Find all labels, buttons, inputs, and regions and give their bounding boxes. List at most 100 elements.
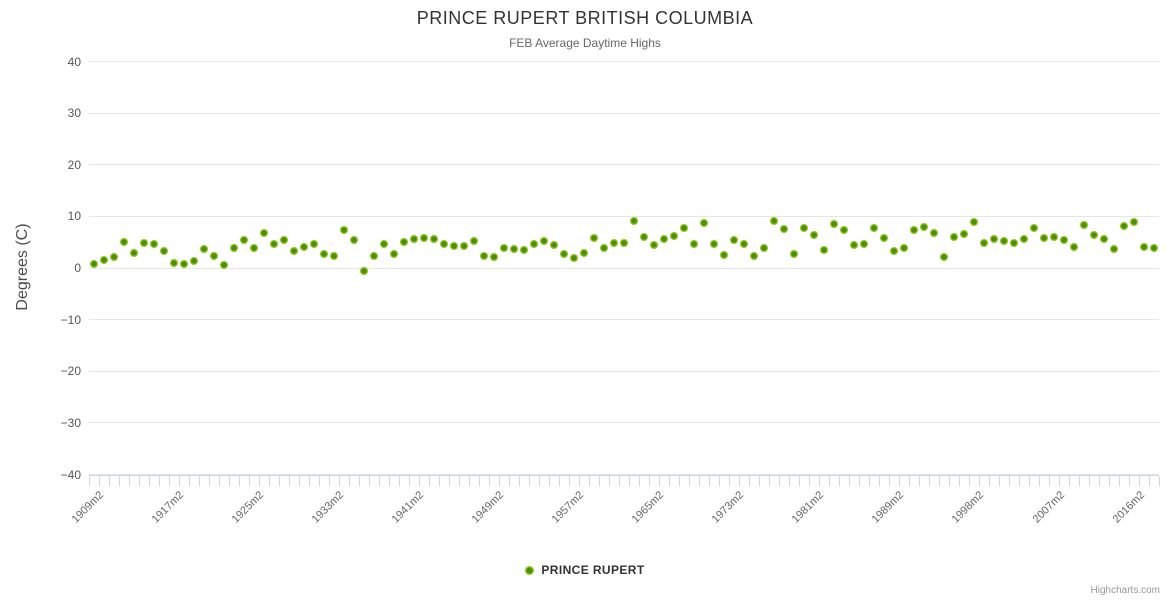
- data-point[interactable]: [830, 219, 839, 228]
- data-point[interactable]: [530, 240, 539, 249]
- data-point[interactable]: [880, 233, 889, 242]
- data-point[interactable]: [300, 242, 309, 251]
- data-point[interactable]: [630, 216, 639, 225]
- data-point[interactable]: [1060, 236, 1069, 245]
- data-point[interactable]: [460, 241, 469, 250]
- data-point[interactable]: [400, 238, 409, 247]
- data-point[interactable]: [940, 252, 949, 261]
- data-point[interactable]: [850, 241, 859, 250]
- data-point[interactable]: [620, 239, 629, 248]
- data-point[interactable]: [570, 253, 579, 262]
- data-point[interactable]: [410, 235, 419, 244]
- data-point[interactable]: [330, 251, 339, 260]
- data-point[interactable]: [690, 239, 699, 248]
- data-point[interactable]: [930, 229, 939, 238]
- data-point[interactable]: [390, 249, 399, 258]
- data-point[interactable]: [710, 240, 719, 249]
- data-point[interactable]: [90, 260, 98, 269]
- data-point[interactable]: [910, 225, 919, 234]
- data-point[interactable]: [700, 218, 709, 227]
- data-point[interactable]: [730, 235, 739, 244]
- data-point[interactable]: [1020, 234, 1029, 243]
- data-point[interactable]: [740, 240, 749, 249]
- data-point[interactable]: [650, 241, 659, 250]
- data-point[interactable]: [370, 251, 379, 260]
- data-point[interactable]: [610, 238, 619, 247]
- data-point[interactable]: [140, 239, 148, 248]
- data-point[interactable]: [600, 243, 609, 252]
- data-point[interactable]: [1090, 230, 1099, 239]
- data-point[interactable]: [340, 225, 349, 234]
- data-point[interactable]: [1000, 237, 1009, 246]
- data-point[interactable]: [1130, 217, 1139, 226]
- data-point[interactable]: [680, 223, 689, 232]
- data-point[interactable]: [430, 234, 439, 243]
- data-point[interactable]: [590, 233, 599, 242]
- data-point[interactable]: [960, 230, 969, 239]
- data-point[interactable]: [970, 217, 979, 226]
- data-point[interactable]: [810, 230, 819, 239]
- data-point[interactable]: [360, 267, 369, 276]
- data-point[interactable]: [870, 224, 879, 233]
- data-point[interactable]: [920, 222, 929, 231]
- data-point[interactable]: [1030, 223, 1039, 232]
- data-point[interactable]: [1040, 233, 1049, 242]
- data-point[interactable]: [770, 217, 779, 226]
- data-point[interactable]: [1080, 221, 1089, 230]
- data-point[interactable]: [250, 244, 259, 253]
- data-point[interactable]: [900, 244, 909, 253]
- data-point[interactable]: [540, 237, 549, 246]
- data-point[interactable]: [510, 245, 519, 254]
- data-point[interactable]: [120, 237, 128, 246]
- data-point[interactable]: [150, 240, 159, 249]
- data-point[interactable]: [280, 235, 289, 244]
- data-point[interactable]: [840, 225, 849, 234]
- data-point[interactable]: [320, 250, 329, 259]
- data-point[interactable]: [110, 253, 118, 262]
- data-point[interactable]: [660, 234, 669, 243]
- data-point[interactable]: [1070, 242, 1079, 251]
- data-point[interactable]: [350, 235, 359, 244]
- data-point[interactable]: [290, 247, 299, 256]
- data-point[interactable]: [240, 235, 249, 244]
- data-point[interactable]: [190, 257, 199, 266]
- data-point[interactable]: [750, 251, 759, 260]
- data-point[interactable]: [270, 240, 279, 249]
- data-point[interactable]: [380, 240, 389, 249]
- data-point[interactable]: [490, 252, 499, 261]
- data-point[interactable]: [520, 245, 529, 254]
- data-point[interactable]: [640, 233, 649, 242]
- data-point[interactable]: [890, 246, 899, 255]
- data-point[interactable]: [1110, 245, 1119, 254]
- data-point[interactable]: [180, 259, 189, 268]
- data-point[interactable]: [260, 228, 269, 237]
- legend-item-prince-rupert[interactable]: PRINCE RUPERT: [525, 563, 644, 577]
- data-point[interactable]: [1140, 243, 1149, 252]
- data-point[interactable]: [800, 223, 809, 232]
- data-point[interactable]: [200, 244, 209, 253]
- data-point[interactable]: [1120, 221, 1129, 230]
- highcharts-credit-link[interactable]: Highcharts.com: [1090, 585, 1160, 596]
- data-point[interactable]: [130, 248, 138, 257]
- data-point[interactable]: [450, 241, 459, 250]
- data-point[interactable]: [100, 256, 108, 265]
- data-point[interactable]: [1050, 232, 1059, 241]
- data-point[interactable]: [580, 248, 589, 257]
- data-point[interactable]: [480, 251, 489, 260]
- data-point[interactable]: [420, 234, 429, 243]
- data-point[interactable]: [160, 247, 169, 256]
- data-point[interactable]: [950, 232, 959, 241]
- data-point[interactable]: [170, 259, 179, 268]
- data-point[interactable]: [860, 240, 869, 249]
- data-point[interactable]: [230, 243, 239, 252]
- data-point[interactable]: [760, 243, 769, 252]
- data-point[interactable]: [790, 250, 799, 259]
- data-point[interactable]: [780, 225, 789, 234]
- data-point[interactable]: [720, 250, 729, 259]
- data-point[interactable]: [990, 234, 999, 243]
- data-point[interactable]: [1150, 244, 1159, 253]
- data-point[interactable]: [550, 241, 559, 250]
- data-point[interactable]: [980, 238, 989, 247]
- data-point[interactable]: [500, 244, 509, 253]
- data-point[interactable]: [1100, 234, 1109, 243]
